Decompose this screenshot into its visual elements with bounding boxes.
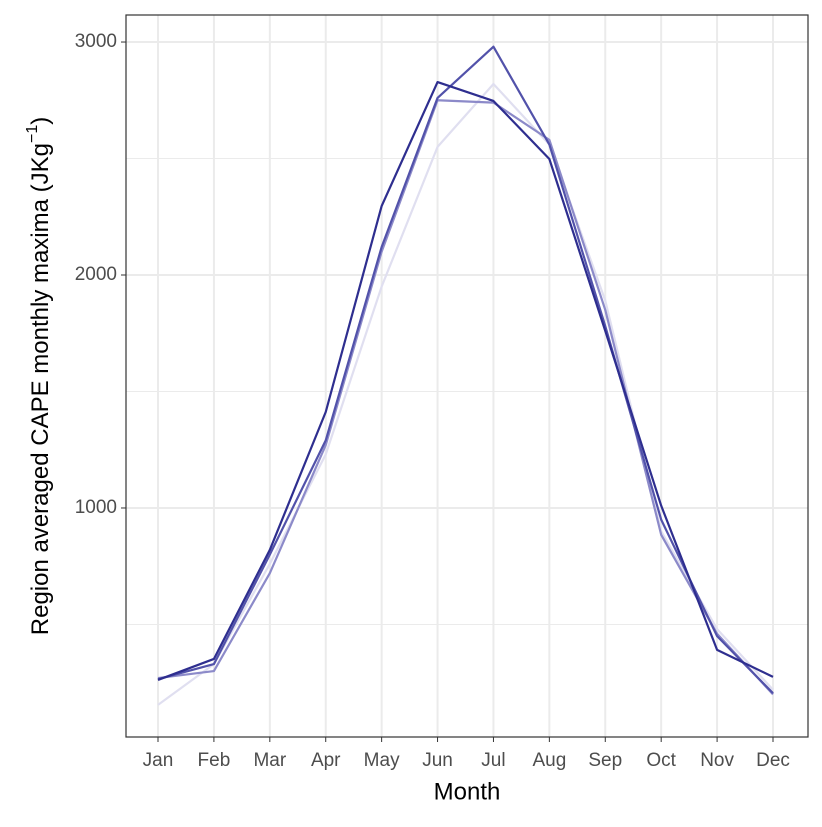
x-axis-title: Month bbox=[434, 778, 501, 805]
y-tick-label: 2000 bbox=[75, 264, 117, 285]
x-tick-label: Aug bbox=[532, 750, 566, 771]
x-tick-label: Dec bbox=[756, 750, 790, 771]
x-tick-label: Apr bbox=[311, 750, 341, 771]
panel-border bbox=[125, 14, 809, 738]
grid bbox=[126, 15, 808, 737]
x-tick-label: Nov bbox=[700, 750, 734, 771]
y-axis-title-end: ) bbox=[27, 117, 54, 125]
series-line bbox=[157, 80, 774, 681]
x-tick-label: Mar bbox=[253, 750, 286, 771]
x-tick-label: Jun bbox=[422, 750, 453, 771]
x-tick-label: May bbox=[364, 750, 400, 771]
x-tick-label: Oct bbox=[646, 750, 676, 771]
x-tick-label: Sep bbox=[588, 750, 622, 771]
y-axis-title-main: Region averaged CAPE monthly maxima (JKg bbox=[27, 143, 54, 635]
series-line bbox=[157, 99, 774, 696]
y-tick-label: 1000 bbox=[75, 497, 117, 518]
y-axis-title-sup: −1 bbox=[24, 125, 41, 143]
x-tick-label: Jul bbox=[481, 750, 505, 771]
x-tick-label: Feb bbox=[198, 750, 231, 771]
series-line bbox=[157, 45, 774, 694]
y-tick-label: 3000 bbox=[75, 31, 117, 52]
x-tick-label: Jan bbox=[143, 750, 174, 771]
y-axis-title: Region averaged CAPE monthly maxima (JKg… bbox=[24, 117, 54, 635]
lines bbox=[157, 45, 774, 706]
series-line bbox=[157, 82, 774, 706]
